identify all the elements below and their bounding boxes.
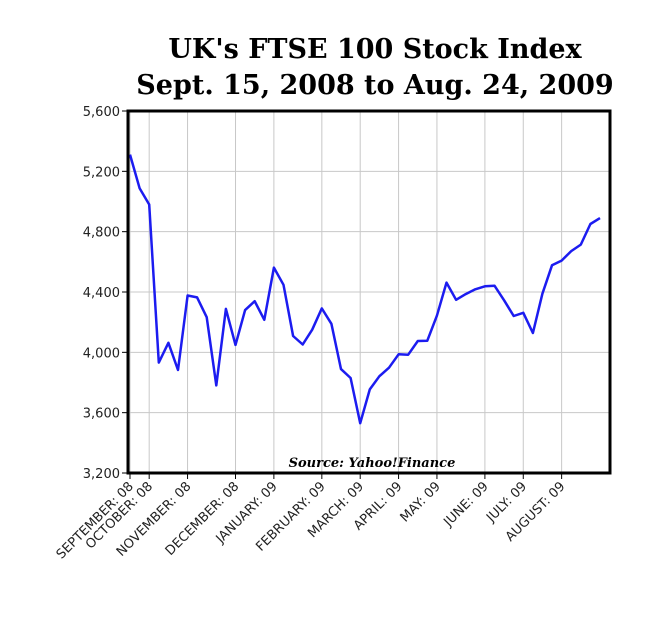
y-tick-label: 3,200 <box>83 467 120 482</box>
y-tick-label: 3,600 <box>83 407 120 422</box>
plot-frame <box>126 109 612 475</box>
x-tick-label: JUNE: 09 <box>441 479 492 530</box>
x-tick-label: MAY: 09 <box>398 479 444 525</box>
chart-subtitle: Sept. 15, 2008 to Aug. 24, 2009 <box>136 70 613 101</box>
data-line <box>128 154 601 425</box>
y-tick-label: 4,400 <box>83 286 120 301</box>
chart-title: UK's FTSE 100 Stock Index <box>168 34 582 65</box>
y-tick-label: 5,600 <box>83 105 120 120</box>
source-note: Source: Yahoo!Finance <box>289 456 456 471</box>
y-tick-label: 5,200 <box>83 165 120 180</box>
y-tick-label: 4,000 <box>83 346 120 361</box>
y-tick-label: 4,800 <box>83 226 120 241</box>
